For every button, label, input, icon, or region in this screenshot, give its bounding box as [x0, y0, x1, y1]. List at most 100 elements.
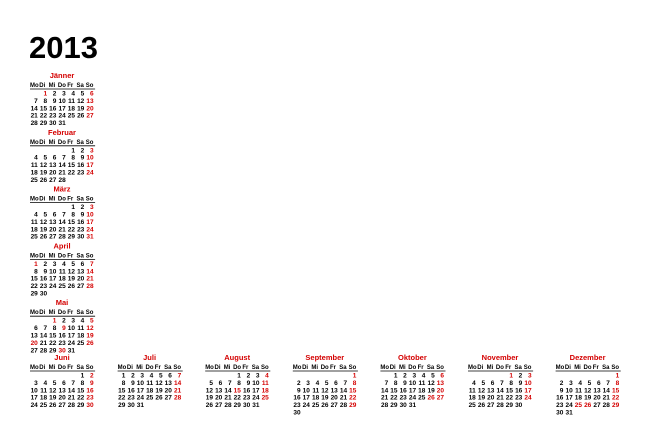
day-number: 18: [262, 387, 270, 394]
day-number: 1: [353, 373, 357, 380]
weekday-label: Fr: [67, 83, 74, 89]
month-name: November: [482, 353, 519, 362]
day-number: 16: [556, 395, 564, 402]
day-number: 26: [86, 340, 94, 347]
day-number: 9: [43, 268, 47, 275]
weekday-label: Mi: [487, 365, 494, 371]
day-number: 25: [58, 283, 66, 290]
day-number: 2: [297, 380, 301, 387]
weekday-label: Mi: [49, 253, 56, 259]
day-number: 4: [578, 380, 582, 387]
month-name: Oktober: [398, 353, 427, 362]
day-number: 9: [297, 387, 301, 394]
day-number: 22: [77, 395, 85, 402]
day-number: 4: [34, 155, 38, 162]
day-number: 25: [575, 402, 583, 409]
day-number: 9: [53, 98, 57, 105]
day-number: 17: [409, 387, 417, 394]
day-number: 8: [71, 155, 75, 162]
month-name: März: [53, 185, 70, 194]
day-number: 7: [228, 380, 232, 387]
day-number: 9: [62, 325, 66, 332]
day-number: 23: [77, 170, 85, 177]
day-number: 30: [243, 402, 251, 409]
day-number: 2: [81, 147, 85, 154]
day-number: 25: [418, 395, 426, 402]
day-number: 24: [49, 283, 57, 290]
day-number: 13: [49, 219, 57, 226]
day-number: 24: [58, 113, 66, 120]
day-number: 29: [77, 402, 85, 409]
weekday-label: Sa: [252, 365, 260, 371]
weekday-label: Di: [477, 365, 483, 371]
weekday-label: Do: [496, 365, 504, 371]
month-name: April: [53, 241, 70, 250]
day-number: 10: [68, 325, 76, 332]
day-number: 18: [146, 387, 154, 394]
day-number: 3: [71, 318, 75, 325]
day-number: 13: [86, 98, 94, 105]
day-number: 16: [400, 387, 408, 394]
day-number: 5: [588, 380, 592, 387]
day-number: 31: [252, 402, 260, 409]
day-number: 15: [31, 276, 39, 283]
day-number: 8: [34, 268, 38, 275]
day-number: 15: [506, 387, 514, 394]
day-number: 5: [43, 212, 47, 219]
day-number: 5: [71, 261, 75, 268]
day-number: 4: [265, 373, 269, 380]
day-number: 8: [509, 380, 513, 387]
day-number: 16: [293, 395, 301, 402]
day-number: 26: [478, 402, 486, 409]
day-number: 20: [593, 395, 601, 402]
day-number: 10: [86, 155, 94, 162]
day-number: 10: [137, 380, 145, 387]
day-number: 27: [49, 177, 57, 184]
day-number: 7: [62, 212, 66, 219]
day-number: 2: [560, 380, 564, 387]
day-number: 31: [137, 402, 145, 409]
day-number: 19: [155, 387, 163, 394]
day-number: 29: [506, 402, 514, 409]
day-number: 16: [515, 387, 523, 394]
day-number: 14: [174, 380, 182, 387]
day-number: 9: [247, 380, 251, 387]
day-number: 8: [616, 380, 620, 387]
day-number: 29: [49, 347, 57, 354]
day-number: 23: [515, 395, 523, 402]
day-number: 20: [86, 105, 94, 112]
weekday-label: Fr: [67, 365, 74, 371]
weekday-label: Sa: [77, 310, 85, 316]
day-number: 5: [90, 318, 94, 325]
day-number: 11: [469, 387, 476, 394]
day-number: 25: [469, 402, 477, 409]
day-number: 3: [53, 261, 57, 268]
day-number: 1: [53, 318, 57, 325]
day-number: 2: [53, 91, 57, 98]
weekday-label: Mo: [118, 365, 127, 371]
day-number: 27: [437, 395, 445, 402]
day-number: 7: [71, 380, 75, 387]
day-number: 21: [496, 395, 504, 402]
day-number: 29: [390, 402, 398, 409]
day-number: 25: [312, 402, 320, 409]
weekday-label: Di: [127, 365, 133, 371]
day-number: 20: [49, 226, 57, 233]
day-number: 27: [77, 283, 85, 290]
day-number: 1: [34, 261, 38, 268]
day-number: 6: [53, 212, 57, 219]
weekday-label: Sa: [602, 365, 610, 371]
day-number: 21: [86, 276, 94, 283]
day-number: 8: [81, 380, 85, 387]
weekday-label: Mo: [30, 197, 39, 203]
day-number: 11: [40, 387, 47, 394]
day-number: 21: [58, 226, 66, 233]
day-number: 14: [40, 333, 48, 340]
day-number: 20: [77, 276, 85, 283]
weekday-label: Sa: [77, 83, 85, 89]
weekday-label: Sa: [339, 365, 347, 371]
day-number: 30: [58, 347, 66, 354]
weekday-label: Do: [233, 365, 241, 371]
day-number: 20: [215, 395, 223, 402]
